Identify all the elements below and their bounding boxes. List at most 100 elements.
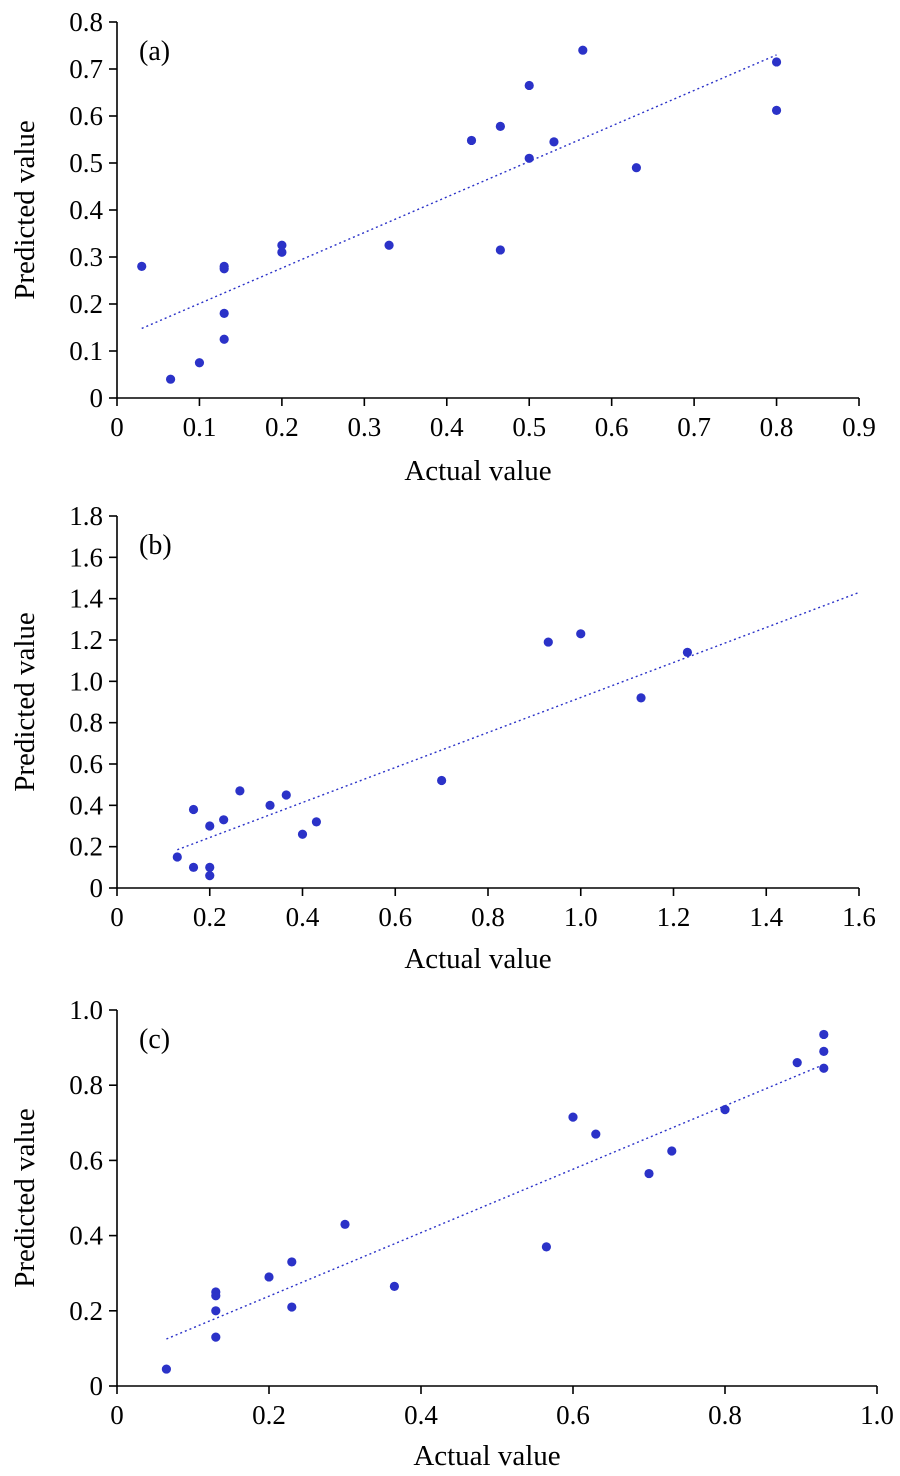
data-point <box>137 261 147 271</box>
data-point <box>219 334 229 344</box>
data-point <box>771 57 782 67</box>
data-point <box>568 1112 578 1122</box>
data-point <box>277 240 287 250</box>
data-point <box>265 800 275 810</box>
data-point <box>667 1146 677 1156</box>
y-tick-label: 0.4 <box>69 790 103 820</box>
data-point <box>819 1063 829 1073</box>
data-point <box>578 45 588 55</box>
x-axis-title: Actual value <box>413 1440 560 1472</box>
x-axis-title: Actual value <box>404 455 551 487</box>
data-point <box>297 829 308 839</box>
chart-panel-1: 0 0.1 0.2 0.3 0.4 0.5 0.6 0.7 0.8 0.9 0 0.1 0.2 0.3 0.… <box>9 7 876 487</box>
x-tick-label: 0 <box>110 412 124 442</box>
data-point <box>819 1046 829 1056</box>
chart-panel-3: 0 0.2 0.4 0.6 0.8 1.0 0 0.2 0.4 0.6 0.8 1.0 Actual v… <box>9 995 894 1472</box>
data-point <box>211 1306 221 1316</box>
y-tick-label: 0.5 <box>69 148 103 178</box>
data-point <box>495 245 505 255</box>
y-tick-label: 0.8 <box>69 1070 103 1100</box>
data-point <box>389 1281 399 1291</box>
data-point <box>211 1287 221 1297</box>
x-tick-label: 1.6 <box>842 902 876 932</box>
data-point <box>219 261 229 271</box>
y-tick-label: 0 <box>90 873 104 903</box>
data-point <box>281 790 291 800</box>
x-tick-label: 0.5 <box>512 412 546 442</box>
data-point <box>188 804 199 815</box>
data-point <box>576 629 586 639</box>
data-point <box>277 247 287 257</box>
x-tick-label: 0.6 <box>595 412 629 442</box>
y-tick-label: 1.2 <box>69 625 103 655</box>
data-point <box>682 647 693 658</box>
x-tick-label: 0.7 <box>677 412 711 442</box>
data-point <box>819 1029 829 1040</box>
data-point <box>264 1272 274 1282</box>
x-tick-label: 0.2 <box>252 1400 286 1430</box>
data-point <box>165 374 176 384</box>
panel-label: (a) <box>139 36 170 67</box>
x-tick-label: 0.6 <box>378 902 412 932</box>
y-axis-title: Predicted value <box>9 1108 41 1288</box>
y-tick-label: 0.6 <box>69 749 103 779</box>
trend-line <box>141 54 777 330</box>
data-point <box>771 105 782 115</box>
data-point <box>340 1219 350 1229</box>
y-tick-label: 0.4 <box>69 1221 103 1251</box>
data-point <box>541 1242 552 1252</box>
data-point <box>235 786 245 796</box>
y-axis-title: Predicted value <box>9 612 41 792</box>
y-tick-label: 0.8 <box>69 708 103 738</box>
y-tick-label: 1.8 <box>69 501 103 531</box>
x-tick-label: 0.4 <box>430 412 464 442</box>
data-point <box>543 637 553 647</box>
x-tick-label: 0.2 <box>265 412 299 442</box>
data-point <box>644 1168 654 1179</box>
y-tick-label: 1.0 <box>69 995 103 1025</box>
y-tick-label: 0 <box>90 1371 104 1401</box>
data-point <box>188 862 199 872</box>
data-point <box>720 1105 730 1115</box>
x-tick-label: 0 <box>110 1400 124 1430</box>
x-axis-title: Actual value <box>404 943 551 975</box>
y-tick-label: 0.6 <box>69 101 103 131</box>
x-tick-label: 1.4 <box>749 902 783 932</box>
data-point <box>219 308 229 318</box>
x-tick-label: 0.3 <box>347 412 381 442</box>
trend-line <box>166 1063 825 1340</box>
data-point <box>384 240 394 250</box>
x-tick-label: 0.4 <box>404 1400 438 1430</box>
y-tick-label: 0.2 <box>69 289 103 319</box>
data-point <box>591 1129 601 1139</box>
x-tick-label: 0.9 <box>842 412 876 442</box>
data-point <box>631 163 642 173</box>
panel-label: (c) <box>139 1024 170 1055</box>
data-point <box>524 153 534 163</box>
data-point <box>172 852 182 862</box>
data-point <box>194 358 205 368</box>
trend-line <box>177 591 860 851</box>
data-point <box>161 1364 171 1374</box>
data-point <box>287 1257 297 1267</box>
x-tick-label: 0.1 <box>183 412 217 442</box>
x-tick-label: 0.8 <box>760 412 794 442</box>
x-tick-label: 0 <box>110 902 124 932</box>
data-point <box>211 1332 221 1342</box>
x-tick-label: 1.0 <box>564 902 598 932</box>
chart-panel-2: 0 0.2 0.4 0.6 0.8 1.0 1.2 1.4 1.6 0 0.2 0.4 0.6 0.8 1.… <box>9 501 876 975</box>
data-point <box>205 862 215 872</box>
x-tick-label: 0.4 <box>286 902 320 932</box>
x-tick-label: 1.2 <box>657 902 691 932</box>
data-point <box>205 871 215 881</box>
data-point <box>219 815 229 825</box>
y-tick-label: 1.4 <box>69 584 103 614</box>
y-tick-label: 0.3 <box>69 242 103 272</box>
y-tick-label: 0.4 <box>69 195 103 225</box>
panel-label: (b) <box>139 530 172 561</box>
x-tick-label: 1.0 <box>860 1400 894 1430</box>
y-tick-label: 0.6 <box>69 1145 103 1175</box>
y-tick-label: 0 <box>90 383 104 413</box>
